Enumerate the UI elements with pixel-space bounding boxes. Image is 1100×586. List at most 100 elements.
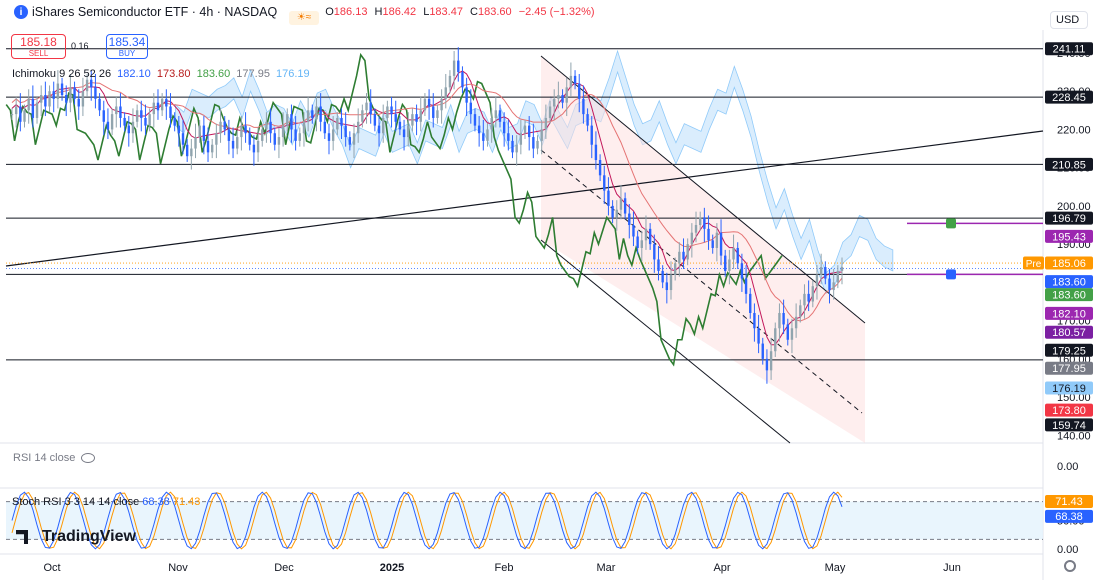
- candle-body: [769, 351, 773, 371]
- candle-body: [661, 270, 664, 283]
- time-axis-label: Nov: [168, 562, 188, 574]
- eye-hidden-icon[interactable]: [81, 453, 96, 464]
- candle-body: [711, 240, 714, 248]
- price-tag-label: 177.95: [1052, 363, 1086, 375]
- candle-body: [486, 129, 489, 141]
- channel-mid-line: [540, 149, 863, 414]
- ichimoku-label: Ichimoku 9 26 52 26: [12, 68, 112, 80]
- candle-body: [636, 236, 639, 248]
- candle-body: [678, 251, 681, 264]
- sell-button[interactable]: 185.18 SELL: [11, 34, 66, 59]
- candle-body: [465, 87, 468, 103]
- candle-body: [840, 267, 844, 271]
- candle-body: [286, 114, 289, 126]
- candle-body: [753, 312, 756, 329]
- candle-body: [744, 278, 748, 294]
- candle-body: [373, 114, 377, 126]
- candle-body: [527, 125, 531, 138]
- stoch-rsi-legend[interactable]: Stoch RSI 3 3 14 14 close 68.38 71.43: [12, 496, 200, 508]
- ohlc-low: 183.47: [429, 6, 463, 18]
- candle-body: [44, 95, 47, 107]
- candle-body: [502, 121, 506, 134]
- candle-body: [569, 75, 573, 88]
- candle-body: [165, 98, 168, 107]
- candle-body: [557, 95, 560, 99]
- candle-body: [749, 293, 752, 313]
- candle-body: [190, 148, 193, 157]
- candle-body: [169, 106, 172, 118]
- price-tag: [1045, 306, 1093, 320]
- candle-body: [803, 293, 806, 306]
- candle-body: [477, 125, 481, 134]
- candle-body: [85, 79, 89, 92]
- candle-body: [390, 106, 393, 115]
- tradingview-logo-icon: [16, 530, 28, 544]
- candle-body: [294, 129, 297, 141]
- candle-body: [315, 106, 318, 118]
- candle-body: [69, 87, 72, 103]
- candle-body: [494, 110, 498, 118]
- candle-body: [160, 98, 164, 111]
- candle-body: [519, 133, 523, 145]
- rsi-label: RSI 14 close: [13, 452, 76, 464]
- candle-body: [256, 140, 260, 153]
- candle-body: [790, 328, 794, 340]
- candle-body: [640, 240, 643, 248]
- candle-body: [52, 91, 55, 99]
- candle-body: [173, 117, 176, 126]
- candle-body: [686, 244, 689, 260]
- candle-body: [148, 114, 151, 126]
- price-tag-prefix: [1023, 256, 1044, 270]
- candle-body: [761, 343, 764, 359]
- candle-body: [302, 121, 306, 134]
- candle-body: [398, 121, 402, 130]
- time-axis-label: May: [825, 562, 846, 574]
- candle-body: [694, 225, 698, 233]
- candle-body: [561, 95, 564, 103]
- buy-button[interactable]: 185.34 BUY: [106, 34, 148, 59]
- candle-body: [782, 312, 785, 325]
- candle-body: [715, 232, 719, 248]
- channel-fill: [541, 56, 865, 443]
- rsi-legend[interactable]: RSI 14 close: [13, 452, 96, 464]
- candle-body: [269, 121, 272, 134]
- market-status-icon[interactable]: ☀≈: [289, 11, 319, 25]
- candle-body: [261, 129, 264, 141]
- candle-body: [277, 137, 281, 145]
- ohlc-close-key: C: [470, 6, 478, 18]
- price-tick-label: 140.00: [1057, 430, 1091, 442]
- candle-body: [707, 228, 710, 241]
- price-tag: [1045, 381, 1093, 395]
- candle-body: [644, 228, 648, 241]
- candle-body: [724, 255, 727, 271]
- candle-body: [194, 137, 197, 149]
- candle-body: [223, 121, 226, 130]
- ichimoku-legend[interactable]: Ichimoku 9 26 52 26 182.10 173.80 183.60…: [12, 68, 313, 80]
- tradingview-logo[interactable]: TradingView: [16, 528, 136, 546]
- candle-body: [523, 125, 527, 134]
- price-tag: [1045, 325, 1093, 339]
- ichimoku-value: 177.95: [236, 68, 270, 80]
- price-tag: [1045, 275, 1093, 289]
- candle-body: [281, 125, 285, 138]
- order-marker-icon: [946, 269, 956, 280]
- candle-body: [586, 114, 589, 126]
- price-tag: [1045, 343, 1093, 357]
- currency-selector[interactable]: USD: [1050, 11, 1089, 29]
- sell-label: SELL: [28, 49, 49, 58]
- candle-body: [427, 98, 431, 107]
- candle-body: [607, 190, 610, 206]
- candle-body: [386, 106, 389, 118]
- rsi-tick-label: 0.00: [1057, 461, 1078, 473]
- candle-body: [598, 160, 602, 176]
- candle-body: [811, 286, 815, 302]
- candle-body: [440, 98, 443, 111]
- candle-body: [219, 121, 222, 134]
- candle-body: [582, 98, 585, 115]
- spread-value: 0.16: [71, 41, 89, 51]
- channel-upper-line: [540, 55, 866, 324]
- settings-gear-icon[interactable]: [1064, 560, 1076, 572]
- symbol-title[interactable]: iShares Semiconductor ETF · 4h · NASDAQ: [32, 5, 278, 19]
- candle-body: [340, 117, 343, 126]
